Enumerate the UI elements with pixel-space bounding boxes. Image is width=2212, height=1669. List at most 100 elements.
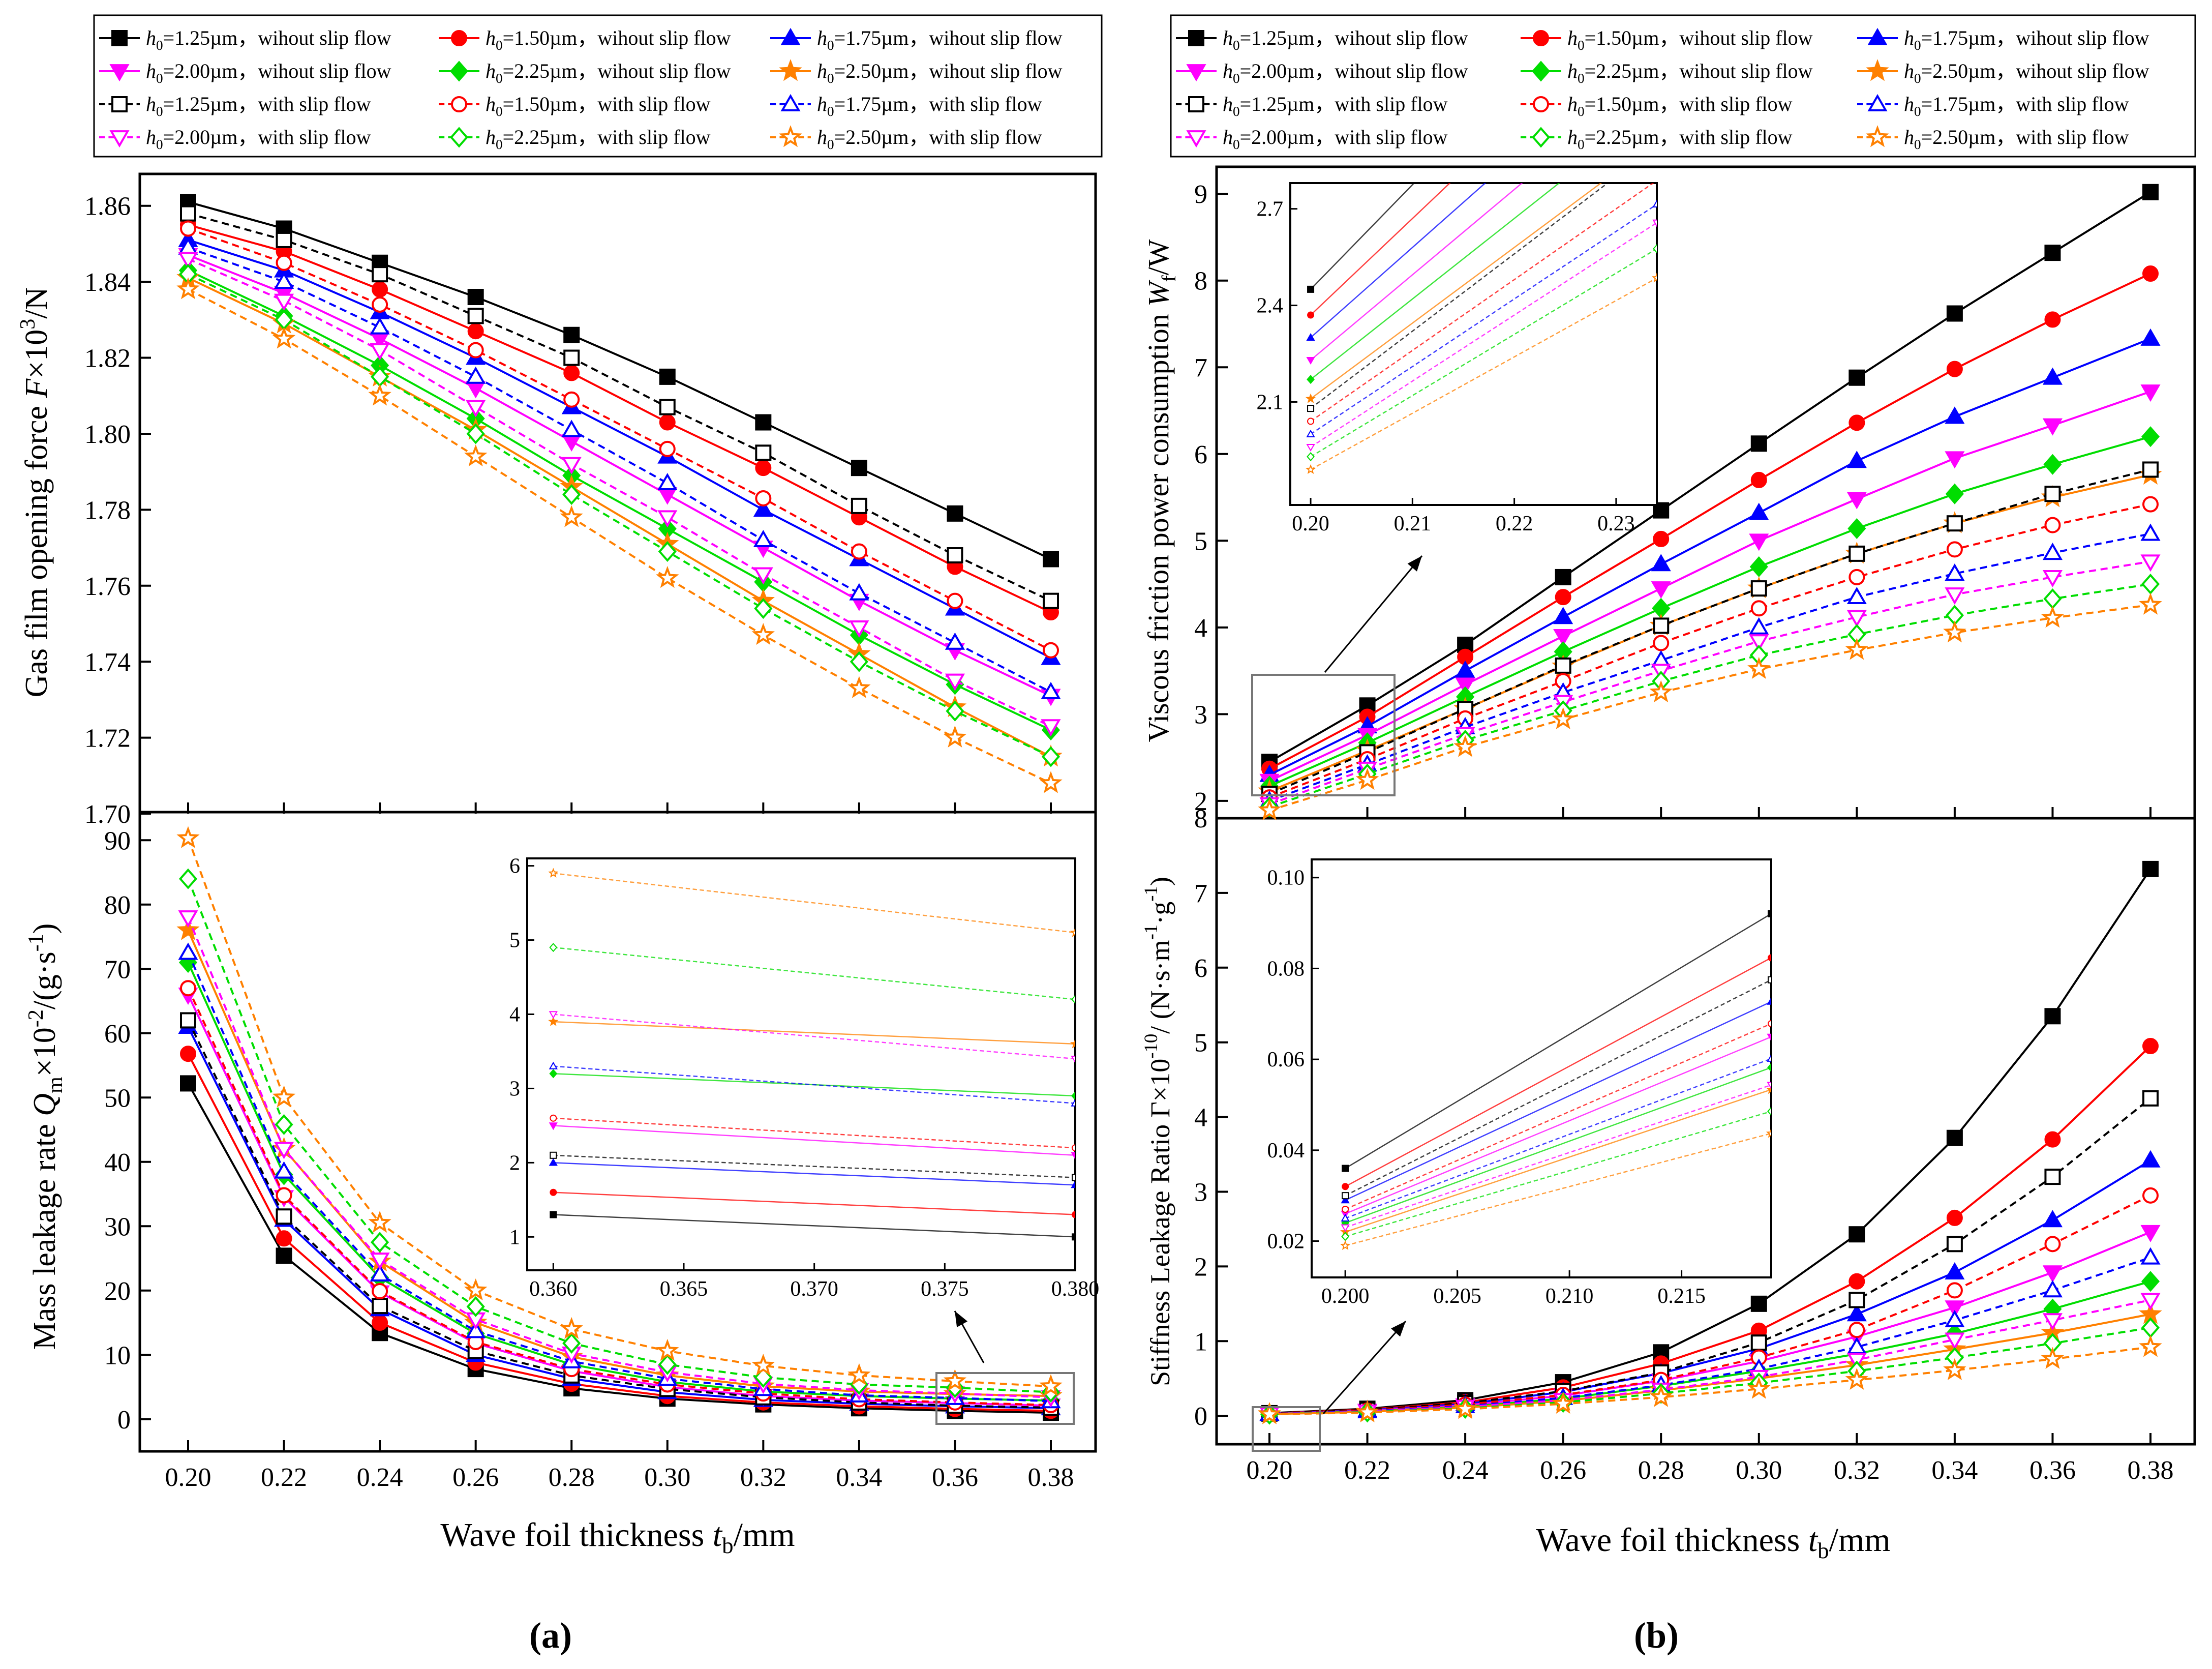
data-point <box>276 1208 292 1225</box>
data-point <box>276 1230 292 1247</box>
data-point <box>563 349 580 366</box>
data-point <box>753 499 773 517</box>
data-point <box>560 1317 583 1339</box>
y-tick-label: 1.80 <box>84 420 131 449</box>
legend-marker <box>779 59 802 81</box>
legend-label: h0=2.25µm，with slip flow <box>1567 126 1793 152</box>
y-tick-label: 1.74 <box>84 648 131 677</box>
legend-label: h0=1.75µm，wihout slip flow <box>1904 26 2149 53</box>
x-tick-label: 0.30 <box>644 1463 690 1492</box>
x-tick-label: 0.34 <box>1931 1456 1978 1485</box>
series-line <box>187 1020 1051 1409</box>
data-point <box>2042 1210 2063 1228</box>
axis-titles: Wave foil thickness tb/mm Wave foil thick… <box>16 239 1891 1563</box>
data-point <box>1750 600 1767 617</box>
inset-series-6 <box>548 1016 1075 1049</box>
data-point <box>847 676 871 698</box>
y-tick-label: 4 <box>1194 614 1207 643</box>
data-point <box>372 1298 388 1315</box>
data-point <box>467 289 484 305</box>
inset-series-4 <box>1306 183 1523 365</box>
data-point <box>659 399 676 415</box>
inset-y-tick-label: 4 <box>509 1003 520 1026</box>
data-point <box>368 1211 391 1233</box>
series-line <box>187 1053 1051 1412</box>
inset-point <box>1070 1038 1075 1049</box>
y-axis-title-leakage: Mass leakage rate Qm×10-2/(g·s-1) <box>24 923 67 1350</box>
inset-point <box>549 1122 558 1130</box>
data-point <box>755 460 772 476</box>
legend-item: h0=2.25µm，with slip flow <box>439 126 711 152</box>
y-tick-label: 6 <box>1194 954 1207 983</box>
inset-line <box>553 1191 1075 1215</box>
data-point <box>1846 587 1867 605</box>
series-line <box>1269 1346 2151 1416</box>
data-point <box>945 632 965 650</box>
inset-series-8 <box>1307 183 1654 425</box>
power-zoom-inset: 0.20 0.21 0.22 0.23 2.1 2.4 2.7 <box>1257 182 1658 535</box>
inset-point <box>1072 1233 1075 1241</box>
legend-item: h0=2.25µm，with slip flow <box>1521 126 1793 152</box>
series-12 <box>176 826 1063 1396</box>
inset-point <box>1071 1055 1075 1063</box>
inset-y-tick-label: 0.02 <box>1267 1230 1305 1254</box>
data-point <box>1846 451 1867 468</box>
data-point <box>370 1264 390 1282</box>
data-point <box>1945 587 1965 605</box>
data-point <box>850 651 868 672</box>
data-point <box>2041 606 2065 628</box>
y-tick-label: 1.86 <box>84 192 131 221</box>
inset-y-tick-label: 3 <box>509 1077 520 1100</box>
data-point <box>1946 305 1963 322</box>
series-line <box>188 224 1051 613</box>
data-point <box>1849 1226 1865 1243</box>
y-tick-label: 0 <box>1194 1402 1207 1431</box>
data-point <box>1749 617 1769 635</box>
legend-marker <box>451 30 467 46</box>
data-point <box>1355 768 1379 790</box>
inset-series-10 <box>1306 219 1657 452</box>
data-point <box>2140 1293 2161 1310</box>
series-line <box>187 838 1051 1388</box>
inset-y-tick-label: 6 <box>509 855 520 878</box>
legend-label: h0=2.25µm，wihout slip flow <box>1567 59 1813 86</box>
data-point <box>755 414 772 431</box>
legend-label: h0=2.00µm，with slip flow <box>146 126 371 152</box>
y-tick-label: 80 <box>104 891 131 920</box>
inset-x-tick-label: 0.215 <box>1657 1285 1706 1308</box>
data-point <box>1552 707 1575 729</box>
inset-point <box>549 1158 558 1166</box>
legend-marker <box>1867 27 1888 45</box>
y-tick-label: 1.82 <box>84 344 131 373</box>
inset-point <box>1306 443 1315 452</box>
y-tick-label: 90 <box>104 826 131 855</box>
opening-force-chart: 1.70 1.72 1.74 1.76 1.78 1.80 1.82 1.84 1.86 <box>84 192 1063 829</box>
inset-series-4 <box>549 1122 1075 1160</box>
inset-series-8 <box>550 1114 1075 1152</box>
data-point <box>1945 451 1965 469</box>
legend-item: h0=1.25µm，with slip flow <box>1176 93 1448 119</box>
legend-item: h0=1.75µm，wihout slip flow <box>770 26 1063 53</box>
inset-point <box>1306 357 1315 365</box>
y-tick-label: 50 <box>104 1084 131 1113</box>
inset-line <box>553 946 1075 1000</box>
inset-point <box>1307 285 1315 293</box>
inset-line <box>1310 183 1609 409</box>
x-axis-title-a: Wave foil thickness tb/mm <box>440 1516 795 1558</box>
data-point <box>1946 1209 1963 1226</box>
series-line <box>1269 191 2152 763</box>
inset-line <box>1345 1067 1771 1224</box>
data-point <box>1041 681 1061 699</box>
data-point <box>1750 1334 1767 1351</box>
data-point <box>755 490 772 506</box>
data-point <box>1749 634 1769 652</box>
panel-b-frame <box>1215 165 2196 1446</box>
data-point <box>2044 1169 2061 1185</box>
data-point <box>1653 502 1670 519</box>
legend-label: h0=1.50µm，wihout slip flow <box>486 26 731 53</box>
x-tick-label: 0.32 <box>1834 1456 1880 1485</box>
stiffness-leakage-chart: 0 1 2 3 4 5 6 7 8 0.20 0.22 0.24 0.26 0.28 0.30 0.32 0.3… <box>1194 804 2174 1485</box>
inset-x-tick-label: 0.380 <box>1051 1277 1100 1301</box>
inset-line <box>1345 1036 1771 1215</box>
data-point <box>2140 1247 2161 1265</box>
